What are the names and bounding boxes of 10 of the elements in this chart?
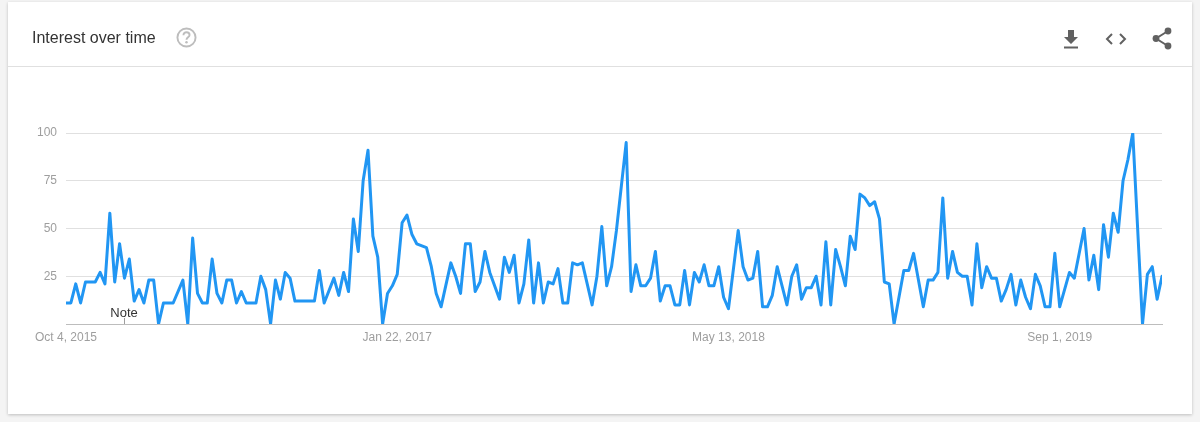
x-tick-label: Oct 4, 2015	[34, 329, 98, 344]
y-tick-label: 75	[43, 173, 58, 188]
x-tick-label: May 13, 2018	[692, 329, 766, 344]
annotation: Note	[110, 305, 138, 320]
y-tick-label: 25	[43, 268, 58, 283]
x-tick-label: Jan 22, 2017	[362, 329, 433, 344]
y-tick-label: 50	[43, 220, 58, 235]
x-tick-label: Sep 1, 2019	[1027, 329, 1093, 344]
y-tick-label: 100	[36, 125, 58, 140]
chart-title: Interest over time	[32, 28, 156, 48]
